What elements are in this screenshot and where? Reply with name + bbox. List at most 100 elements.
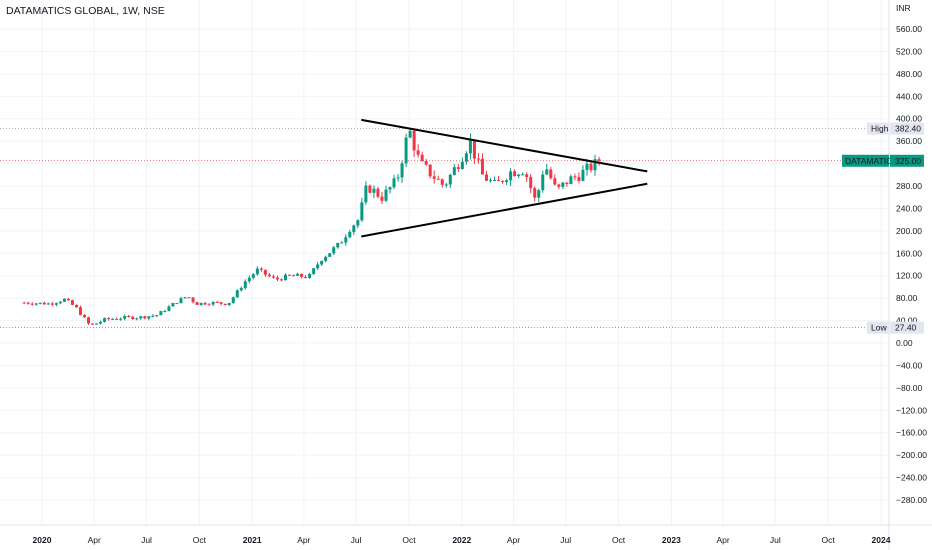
candle-body (569, 176, 573, 185)
y-tick-label: 440.00 (896, 91, 922, 101)
candle-body (316, 264, 320, 269)
price-axis[interactable]: INR 560.00 520.00 480.00 440.00 400.00 360.00 3… (896, 3, 927, 505)
candle-body (304, 276, 308, 278)
candle-body (91, 323, 95, 325)
candle-body (452, 167, 456, 175)
x-tick-label: 2023 (662, 535, 681, 545)
candle-body (183, 297, 187, 299)
candle-body (211, 301, 215, 305)
candle-body (78, 307, 82, 315)
candles (22, 127, 601, 325)
candle-body (513, 171, 517, 177)
candle-body (155, 315, 159, 317)
candle-body (219, 302, 223, 304)
candle-body (74, 304, 78, 308)
x-tick-label: Jul (351, 535, 362, 545)
trendlines[interactable] (361, 118, 648, 238)
candle-body (215, 301, 219, 303)
x-tick-label: Jul (141, 535, 152, 545)
candle-body (143, 316, 147, 319)
candle-body (400, 163, 404, 178)
candle-body (187, 297, 191, 299)
candle-body (340, 242, 344, 244)
candle-body (597, 159, 601, 161)
candle-body (428, 164, 432, 177)
candle-body (135, 318, 139, 320)
candle-body (199, 302, 203, 305)
candle-body (356, 220, 360, 226)
candle-body (464, 153, 468, 162)
y-tick-label: 560.00 (896, 24, 922, 34)
x-tick-label: Oct (612, 535, 626, 545)
candle-body (424, 161, 428, 165)
y-tick-label: 120.00 (896, 271, 922, 281)
x-tick-label: Oct (402, 535, 416, 545)
candle-body (497, 179, 501, 181)
candle-body (561, 182, 565, 187)
candle-body (171, 303, 175, 307)
candle-body (107, 318, 111, 320)
candle-body (472, 140, 476, 159)
candle-body (336, 242, 340, 248)
x-tick-label: 2021 (243, 535, 262, 545)
candle-body (565, 182, 569, 185)
candle-body (440, 179, 444, 185)
candle-body (408, 130, 412, 138)
candle-body (251, 274, 255, 278)
candle-body (396, 177, 400, 179)
candle-body (34, 303, 38, 305)
candle-body (460, 161, 464, 169)
y-tick-label: 480.00 (896, 69, 922, 79)
candle-body (529, 176, 533, 189)
low-value: 27.40 (895, 323, 917, 333)
x-tick-label: Oct (822, 535, 836, 545)
candle-body (332, 247, 336, 254)
candle-body (147, 316, 151, 319)
candle-body (484, 174, 488, 181)
candle-body (203, 302, 207, 305)
y-tick-label: 40.00 (896, 316, 918, 326)
candle-body (87, 317, 91, 324)
candle-body (167, 306, 171, 312)
chart-title: DATAMATICS GLOBAL, 1W, NSE (6, 5, 165, 17)
candle-body (493, 179, 497, 181)
candle-body (364, 185, 368, 203)
candle-body (468, 140, 472, 154)
candle-body (127, 316, 131, 318)
y-tick-label: −40.00 (896, 360, 923, 370)
x-tick-label: 2024 (872, 535, 891, 545)
candle-body (283, 274, 287, 281)
candle-body (404, 137, 408, 164)
candle-body (448, 174, 452, 185)
candle-body (380, 196, 384, 201)
candle-body (163, 311, 167, 313)
candle-body (231, 297, 235, 303)
y-tick-label: 80.00 (896, 293, 918, 303)
candle-body (82, 314, 86, 318)
candle-body (95, 323, 99, 325)
y-tick-label: −120.00 (896, 405, 927, 415)
last-label: DATAMATICS (845, 156, 898, 166)
candle-body (58, 301, 62, 304)
candle-body (549, 169, 553, 179)
trendline-lower[interactable] (361, 182, 648, 238)
high-value-box (890, 122, 924, 135)
candle-body (111, 318, 115, 320)
candle-body (480, 158, 484, 175)
candle-body (195, 302, 199, 305)
currency-label: INR (896, 3, 911, 13)
candle-body (119, 318, 123, 320)
candle-body (533, 188, 537, 198)
candle-body (235, 290, 239, 298)
y-tick-label: 520.00 (896, 46, 922, 56)
candle-body (259, 268, 263, 270)
last-value-box (890, 154, 924, 167)
candle-body (388, 187, 392, 190)
x-tick-label: Oct (193, 535, 207, 545)
candle-body (312, 268, 316, 275)
trendline-upper[interactable] (361, 118, 648, 173)
candle-body (384, 189, 388, 201)
candle-body (348, 231, 352, 238)
